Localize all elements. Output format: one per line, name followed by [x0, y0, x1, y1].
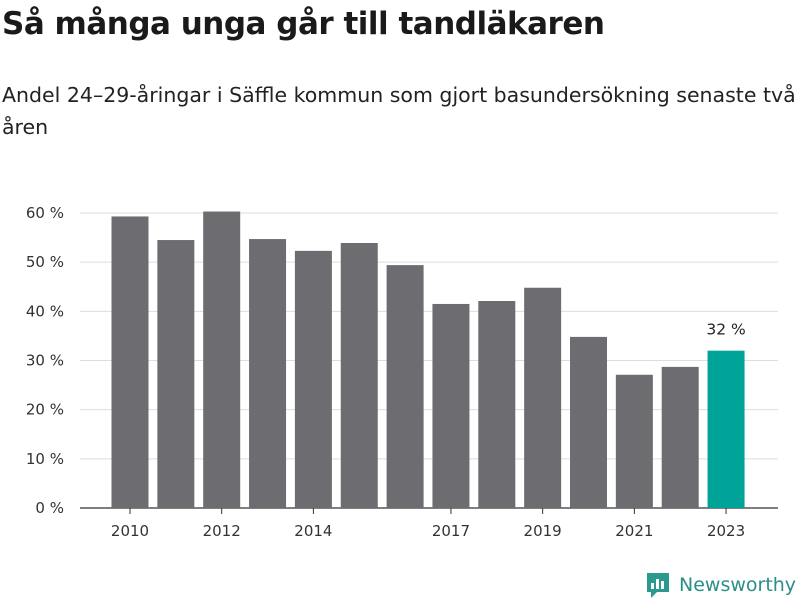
chart-subtitle: Andel 24–29-åringar i Säffle kommun som … [2, 83, 796, 139]
bar [524, 287, 562, 508]
x-tick-label: 2014 [294, 522, 332, 540]
x-axis-labels: 2010 2012 2014 2017 2019 2021 2023 [111, 508, 745, 540]
gridlines [80, 212, 778, 509]
y-tick-label: 20 % [26, 401, 64, 419]
bar [615, 374, 653, 508]
y-tick-label: 50 % [26, 253, 64, 271]
bar [432, 303, 470, 508]
bar [707, 350, 745, 508]
bar [111, 216, 149, 509]
newsworthy-logo[interactable]: Newsworthy [645, 570, 796, 600]
x-tick-label: 2017 [432, 522, 470, 540]
y-tick-label: 40 % [26, 302, 64, 320]
y-tick-label: 0 % [35, 499, 64, 517]
x-tick-label: 2012 [203, 522, 241, 540]
bar [661, 366, 699, 508]
x-tick-label: 2019 [524, 522, 562, 540]
bar [249, 239, 287, 508]
data-label: 32 % [706, 321, 745, 339]
x-tick-label: 2023 [707, 522, 745, 540]
bar [570, 336, 607, 508]
x-tick-label: 2021 [615, 522, 653, 540]
bars [111, 211, 745, 509]
bar [478, 301, 516, 508]
bar [386, 265, 424, 508]
bar-chart-bubble-icon [647, 573, 669, 598]
bar [294, 250, 332, 508]
y-axis-labels: 0 % 10 % 20 % 30 % 40 % 50 % 60 % [26, 204, 64, 517]
chart-title: Så många unga går till tandläkaren [2, 6, 605, 42]
bar [340, 242, 378, 508]
bar [157, 240, 195, 508]
y-tick-label: 60 % [26, 204, 64, 222]
bar-chart: 0 % 10 % 20 % 30 % 40 % 50 % 60 % 2010 2012 2014… [26, 204, 778, 540]
y-tick-label: 10 % [26, 450, 64, 468]
brand-name: Newsworthy [679, 574, 797, 596]
y-tick-label: 30 % [26, 352, 64, 370]
value-labels: 32 % [706, 321, 745, 339]
bar [203, 211, 241, 508]
x-tick-label: 2010 [111, 522, 149, 540]
